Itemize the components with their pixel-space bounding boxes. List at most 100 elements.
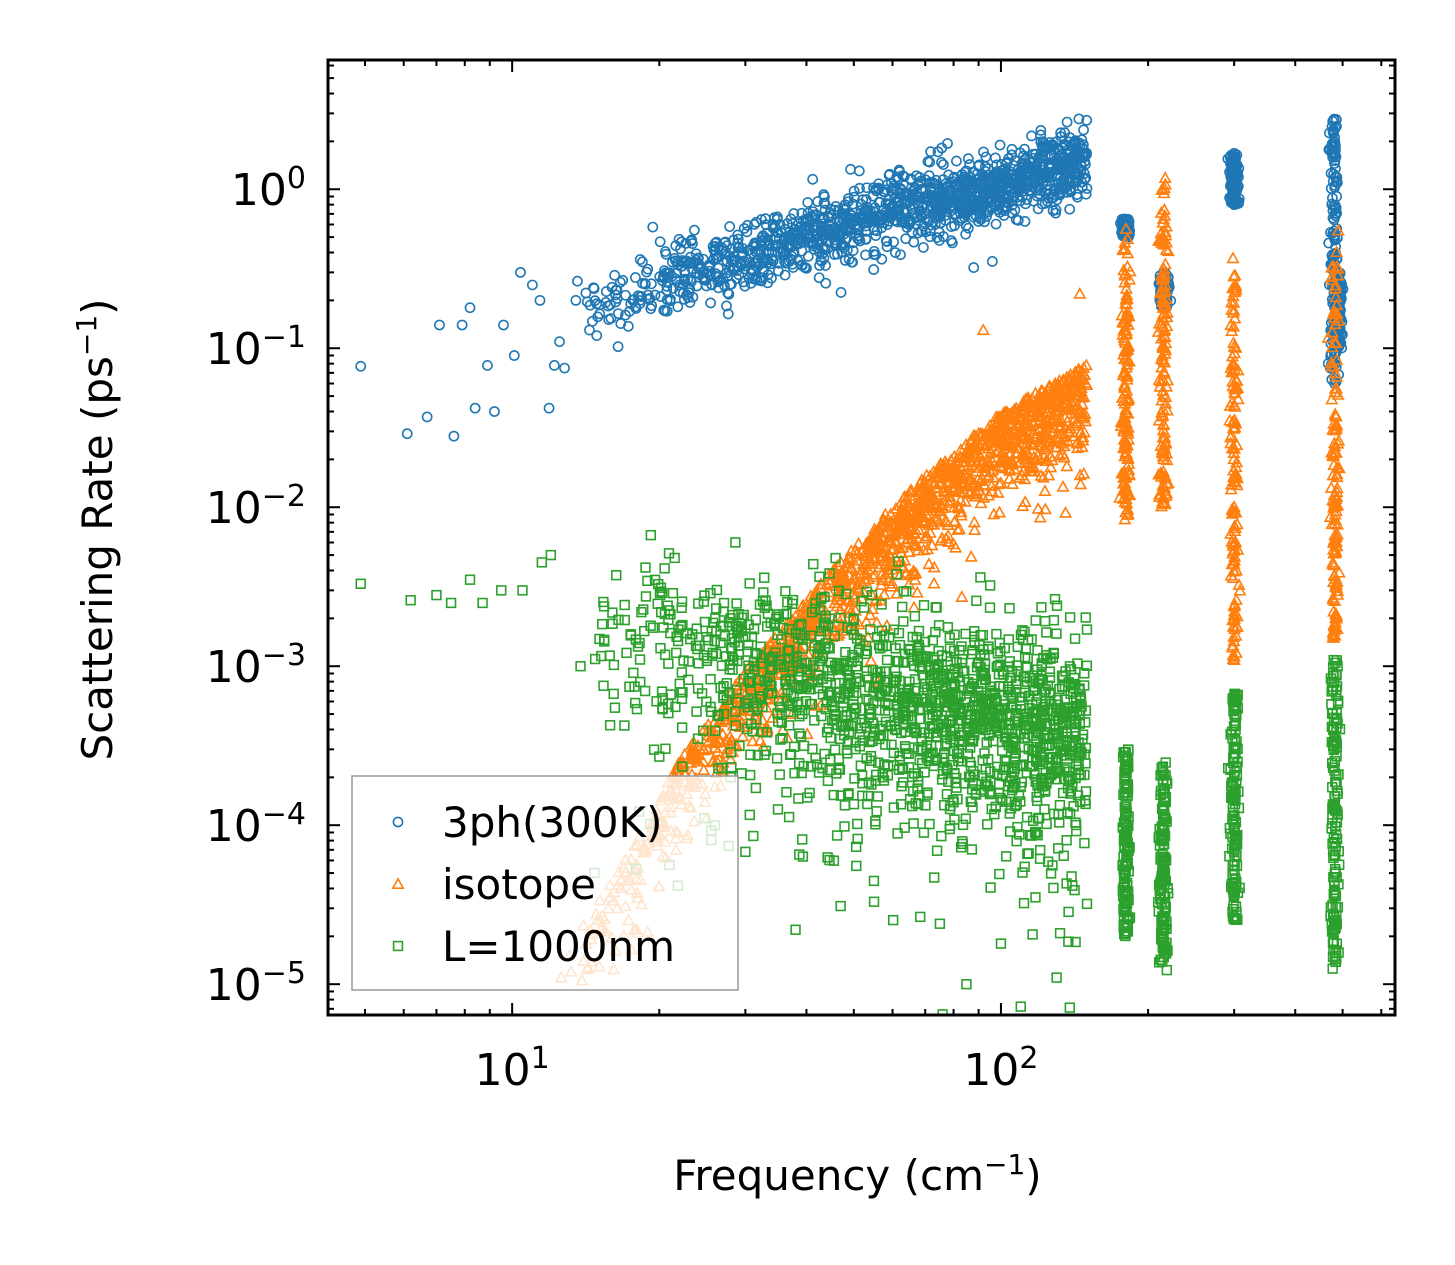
isotope-point	[1060, 459, 1074, 472]
3ph-300k--point	[779, 269, 791, 281]
3ph-300k--point	[1026, 130, 1037, 142]
isotope-point	[927, 576, 941, 589]
3ph-300k--point	[1028, 195, 1039, 207]
l-1000nm-point	[783, 811, 795, 823]
3ph-300k--point	[787, 228, 798, 240]
isotope-point	[1038, 484, 1052, 497]
l-1000nm-point	[609, 702, 621, 713]
3ph-300k--point	[967, 166, 979, 178]
isotope-point	[944, 453, 958, 466]
isotope-cluster-point	[1226, 251, 1240, 264]
3ph-300k--point	[1006, 199, 1018, 211]
3ph-300k--point	[767, 240, 779, 252]
3ph-300k--point	[793, 238, 805, 250]
isotope-point	[968, 523, 982, 536]
3ph-300k--point	[508, 350, 520, 361]
isotope-point	[842, 552, 856, 565]
3ph-300k--point	[889, 247, 901, 258]
3ph-300k--point	[637, 256, 648, 268]
3ph-300k--point	[709, 245, 721, 257]
3ph-300k--point	[908, 236, 920, 248]
3ph-300k--cluster-point	[1329, 138, 1341, 150]
3ph-300k--point	[605, 313, 617, 324]
3ph-300k--point	[1035, 129, 1047, 141]
isotope-point	[929, 493, 943, 506]
isotope-point	[907, 600, 921, 613]
3ph-300k--point	[973, 216, 984, 227]
isotope-point	[865, 587, 879, 600]
3ph-300k--point	[974, 190, 986, 202]
isotope-point	[960, 479, 974, 491]
l-1000nm-point	[1048, 615, 1060, 626]
3ph-300k--point	[690, 248, 702, 260]
3ph-300k--point	[895, 249, 906, 261]
3ph-300k--point	[855, 207, 867, 219]
3ph-300k--cluster-point	[1228, 158, 1240, 170]
3ph-300k--point	[876, 253, 888, 265]
l-1000nm-point	[1071, 825, 1082, 837]
l-1000nm-point	[851, 860, 862, 872]
3ph-300k--point	[721, 240, 733, 252]
3ph-300k--point	[722, 287, 734, 299]
3ph-300k--point	[674, 286, 685, 297]
3ph-300k--point	[1002, 177, 1014, 189]
3ph-300k--point	[660, 267, 671, 279]
3ph-300k--point	[699, 273, 710, 285]
3ph-300k--point	[1019, 143, 1030, 155]
3ph-300k--point	[898, 171, 910, 183]
3ph-300k--point	[672, 301, 684, 313]
3ph-300k--point	[355, 360, 367, 372]
3ph-300k--point	[982, 184, 994, 196]
3ph-300k--point	[1035, 173, 1047, 185]
3ph-300k--point	[686, 263, 698, 275]
3ph-300k--point	[943, 169, 954, 181]
3ph-300k--point	[923, 188, 935, 200]
3ph-300k--point	[785, 213, 797, 225]
3ph-300k--point	[611, 293, 623, 304]
3ph-300k--point	[805, 237, 817, 248]
3ph-300k--point	[548, 359, 560, 371]
3ph-300k--point	[967, 177, 979, 189]
3ph-300k--cluster-point	[1229, 176, 1240, 188]
l-1000nm-point	[604, 720, 616, 731]
3ph-300k--point	[807, 173, 819, 185]
3ph-300k--point	[763, 240, 774, 252]
3ph-300k--point	[1064, 152, 1076, 164]
3ph-300k--point	[743, 272, 755, 284]
l-1000nm-point	[975, 572, 986, 583]
l-1000nm-point	[1003, 634, 1014, 645]
3ph-300k--point	[868, 249, 880, 260]
3ph-300k--point	[1014, 184, 1026, 196]
3ph-300k--point	[1051, 162, 1063, 174]
3ph-300k--point	[925, 146, 937, 158]
3ph-300k--point	[854, 235, 866, 247]
isotope-point	[855, 543, 869, 556]
3ph-300k--point	[1035, 125, 1047, 136]
3ph-300k--point	[853, 223, 864, 235]
3ph-300k--point	[830, 224, 842, 236]
3ph-300k--point	[923, 194, 935, 205]
3ph-300k--point	[999, 201, 1010, 213]
l-1000nm-point	[887, 914, 899, 926]
3ph-300k--point	[724, 221, 736, 232]
3ph-300k--point	[879, 186, 891, 198]
3ph-300k--point	[684, 297, 696, 308]
3ph-300k--cluster-point	[1328, 128, 1339, 139]
l-1000nm-point	[957, 819, 969, 831]
3ph-300k--point	[691, 280, 703, 292]
3ph-300k--point	[893, 164, 905, 176]
isotope-point	[976, 323, 990, 336]
isotope-point	[684, 755, 698, 768]
3ph-300k--point	[1057, 181, 1069, 193]
3ph-300k--point	[1065, 140, 1077, 151]
3ph-300k--point	[654, 236, 666, 248]
isotope-point	[1076, 433, 1090, 446]
3ph-300k--point	[994, 139, 1006, 151]
3ph-300k--point	[773, 257, 785, 269]
3ph-300k--point	[1055, 127, 1067, 139]
3ph-300k--point	[988, 177, 999, 189]
3ph-300k--point	[991, 166, 1003, 177]
3ph-300k--point	[842, 193, 854, 205]
3ph-300k--point	[705, 297, 717, 309]
3ph-300k--point	[854, 182, 865, 194]
